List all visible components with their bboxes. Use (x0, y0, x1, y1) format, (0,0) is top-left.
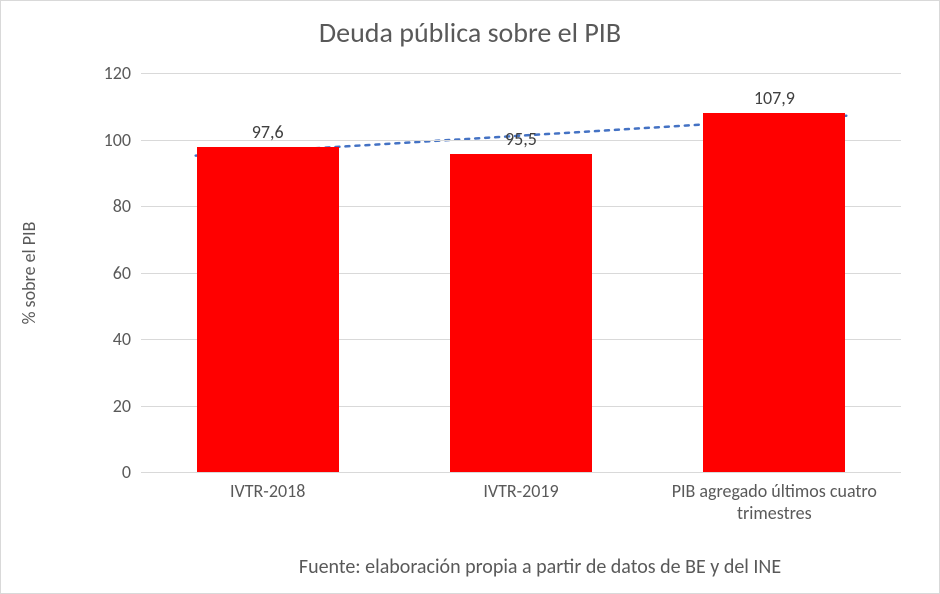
chart-title: Deuda pública sobre el PIB (1, 15, 939, 50)
bar: 97,6 (197, 147, 339, 472)
source-text: Fuente: elaboración propia a partir de d… (1, 555, 919, 579)
bar-value-label: 107,9 (703, 87, 845, 109)
y-axis-label: % sobre el PIB (18, 222, 40, 325)
plot-wrap: % sobre el PIB 02040608010012097,6IVTR-2… (93, 73, 901, 473)
gridline (141, 73, 901, 74)
chart-frame: Deuda pública sobre el PIB % sobre el PI… (0, 0, 940, 594)
y-tick-label: 120 (104, 62, 131, 84)
x-category-label: PIB agregado últimos cuatro trimestres (648, 480, 901, 524)
plot-area: 02040608010012097,6IVTR-201895,5IVTR-201… (141, 73, 901, 473)
bar: 107,9 (703, 113, 845, 472)
y-tick-label: 40 (113, 328, 131, 350)
y-tick-label: 100 (104, 129, 131, 151)
y-tick-label: 80 (113, 195, 131, 217)
x-category-label: IVTR-2019 (394, 480, 647, 502)
y-tick-label: 20 (113, 395, 131, 417)
y-tick-label: 60 (113, 262, 131, 284)
bar-value-label: 95,5 (450, 128, 592, 150)
y-tick-label: 0 (122, 461, 131, 483)
bar-value-label: 97,6 (197, 121, 339, 143)
bar: 95,5 (450, 154, 592, 472)
x-category-label: IVTR-2018 (141, 480, 394, 502)
